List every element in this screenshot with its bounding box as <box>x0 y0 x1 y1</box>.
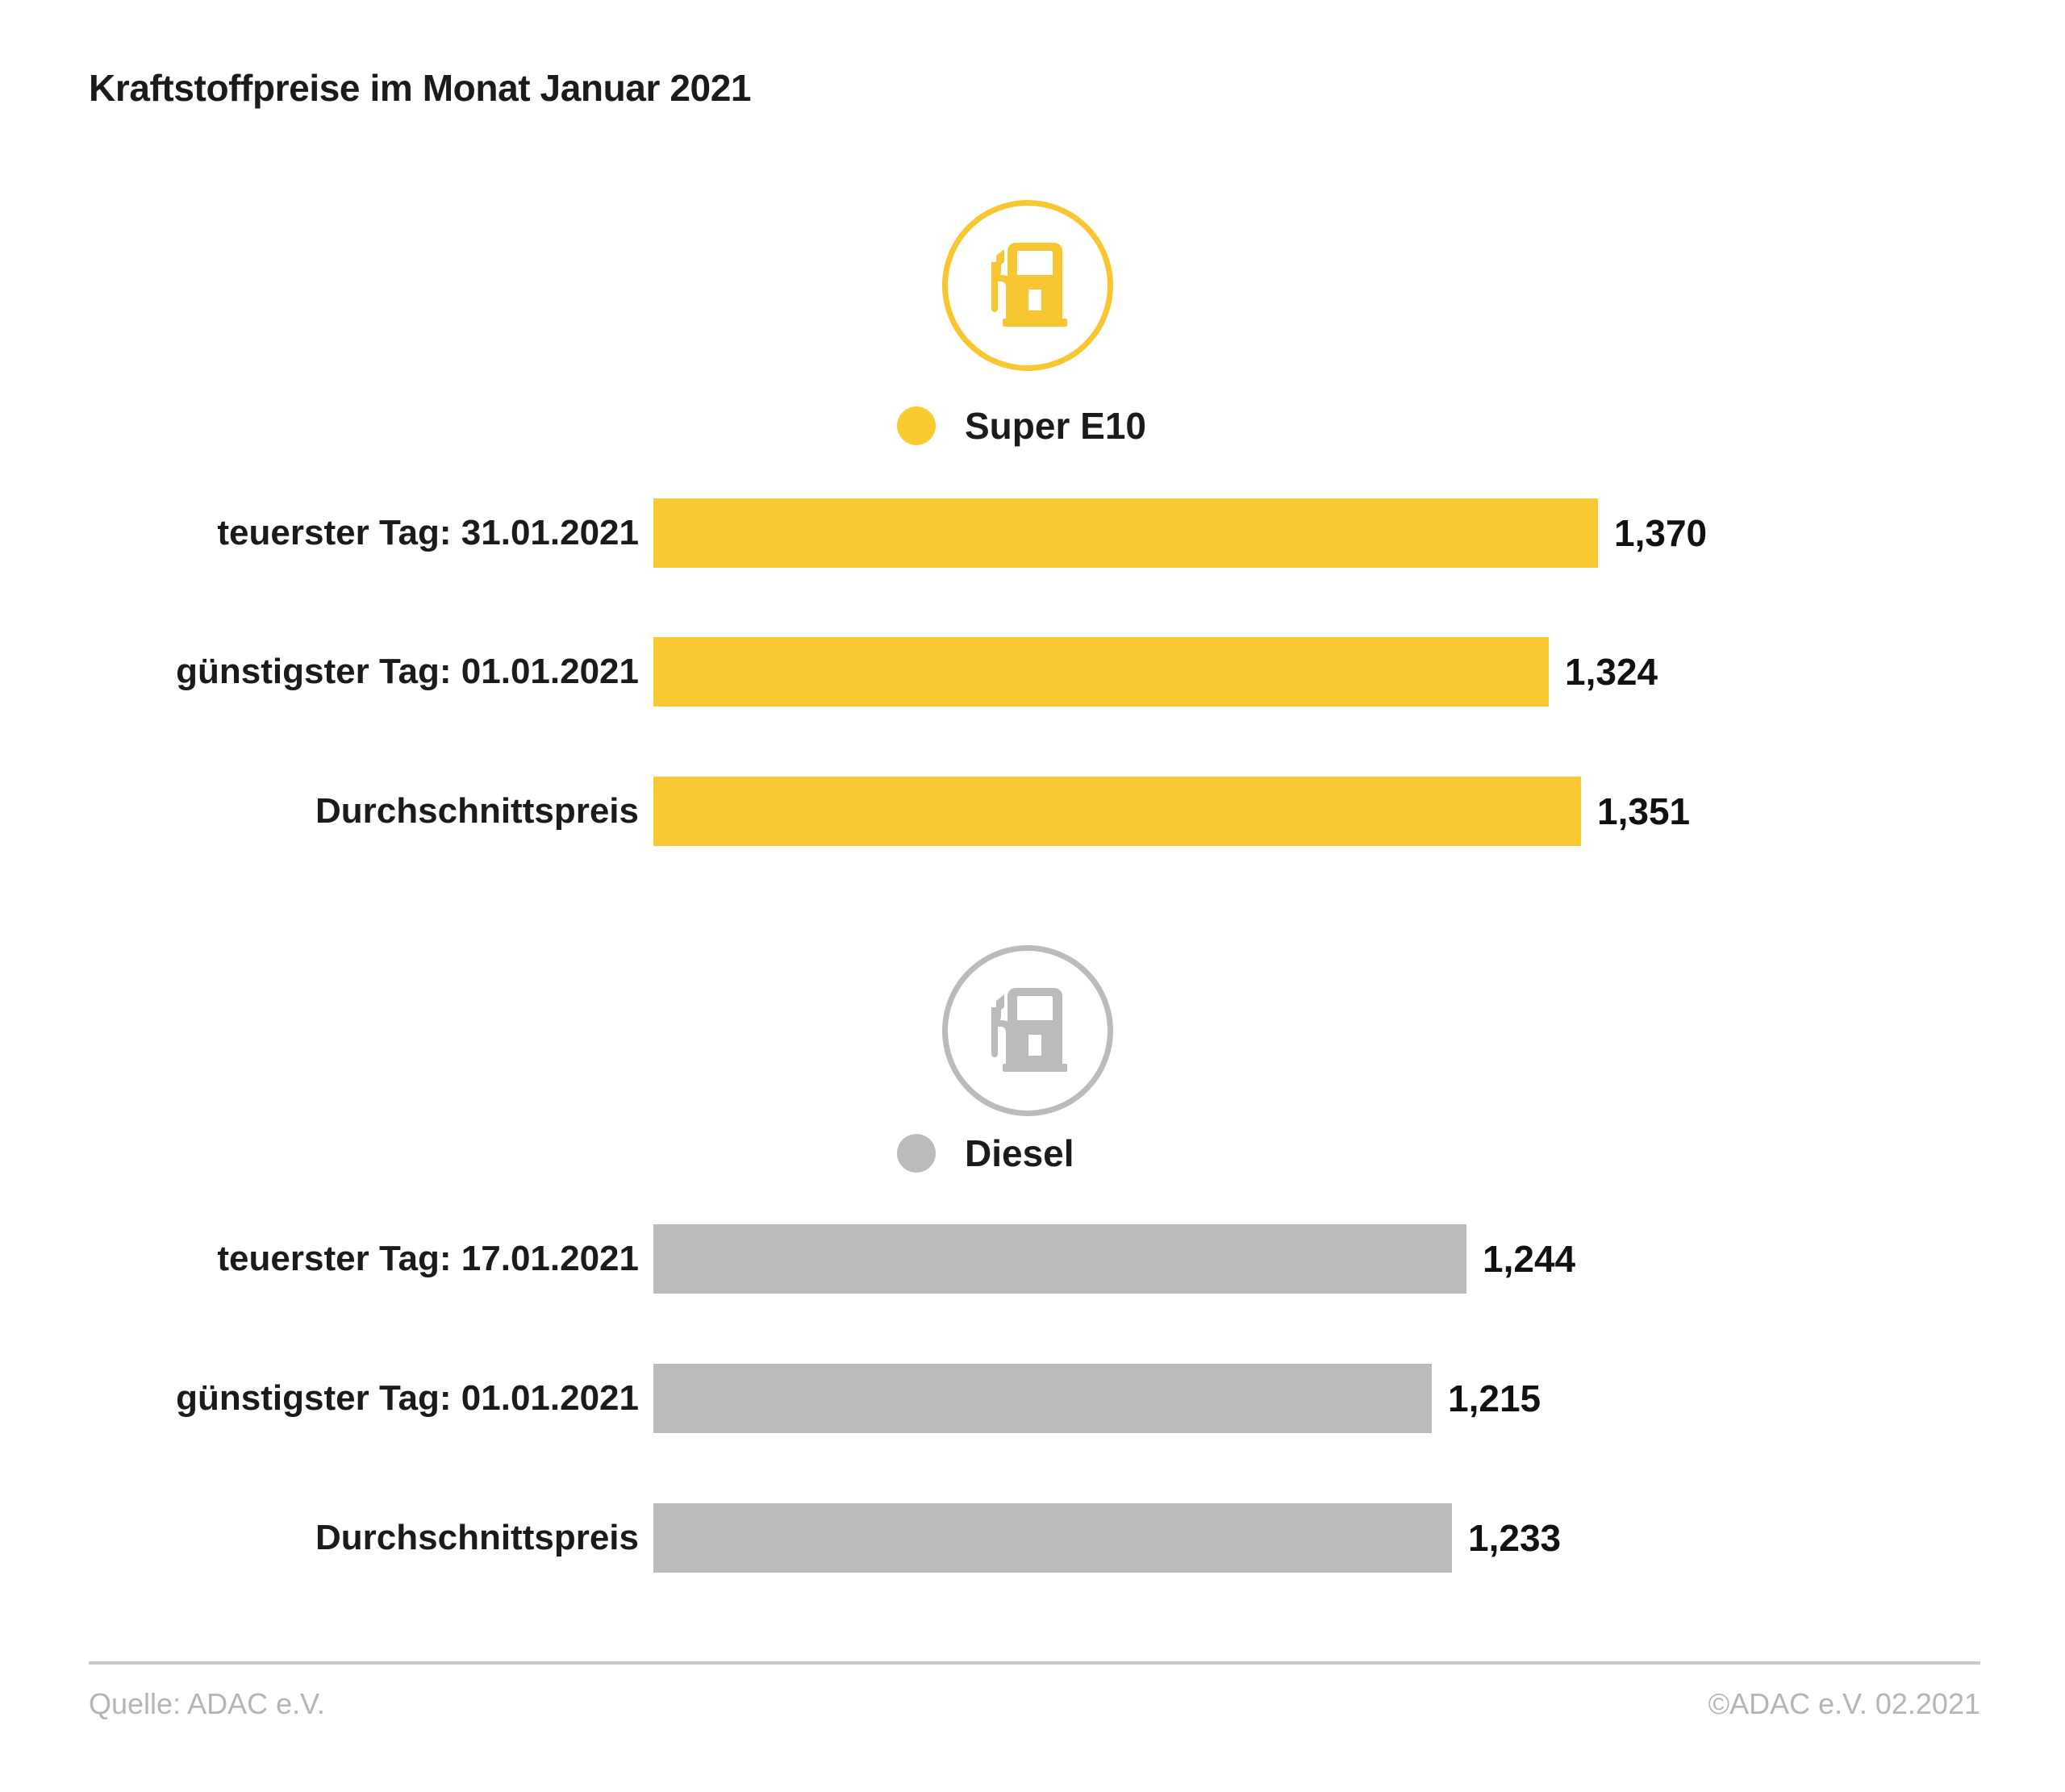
bar-label-diesel-guenstigster: günstigster Tag: 01.01.2021 <box>176 1378 639 1418</box>
fuel-pump-icon-circle-super <box>942 200 1113 371</box>
bar-label-super-teuerster: teuerster Tag: 31.01.2021 <box>217 513 639 552</box>
page-title: Kraftstoffpreise im Monat Januar 2021 <box>89 67 752 109</box>
bar-super-guenstigster <box>653 637 1549 706</box>
legend-label-diesel: Diesel <box>965 1132 1074 1174</box>
bar-label-diesel-teuerster: teuerster Tag: 17.01.2021 <box>217 1239 639 1278</box>
legend-diesel: Diesel <box>897 1134 1074 1173</box>
bar-label-super-guenstigster: günstigster Tag: 01.01.2021 <box>176 652 639 691</box>
bar-row-super-durchschnitt: Durchschnittspreis 1,351 <box>0 777 2065 846</box>
bar-value-diesel-durchschnitt: 1,233 <box>1468 1517 1562 1559</box>
fuel-pump-icon-circle-diesel <box>942 945 1113 1116</box>
footer-copyright: ©ADAC e.V. 02.2021 <box>1708 1687 1980 1720</box>
bar-value-super-durchschnitt: 1,351 <box>1597 790 1691 832</box>
bar-diesel-guenstigster <box>653 1364 1432 1433</box>
legend-label-super-e10: Super E10 <box>965 405 1146 447</box>
bar-diesel-teuerster <box>653 1224 1466 1294</box>
footer-source: Quelle: ADAC e.V. <box>89 1687 325 1720</box>
bar-label-super-durchschnitt: Durchschnittspreis <box>315 791 639 831</box>
legend-dot-diesel <box>897 1134 936 1173</box>
bar-row-diesel-teuerster: teuerster Tag: 17.01.2021 1,244 <box>0 1224 2065 1294</box>
bar-value-super-guenstigster: 1,324 <box>1565 651 1658 693</box>
fuel-pump-icon <box>991 243 1067 327</box>
legend-super-e10: Super E10 <box>897 406 1146 445</box>
bar-row-super-guenstigster: günstigster Tag: 01.01.2021 1,324 <box>0 637 2065 706</box>
bar-diesel-durchschnitt <box>653 1503 1452 1573</box>
legend-dot-super-e10 <box>897 406 936 445</box>
bar-row-diesel-durchschnitt: Durchschnittspreis 1,233 <box>0 1503 2065 1573</box>
bar-super-durchschnitt <box>653 777 1581 846</box>
bar-label-diesel-durchschnitt: Durchschnittspreis <box>315 1518 639 1557</box>
bar-row-diesel-guenstigster: günstigster Tag: 01.01.2021 1,215 <box>0 1364 2065 1433</box>
bar-value-diesel-guenstigster: 1,215 <box>1448 1377 1541 1419</box>
fuel-pump-icon <box>991 988 1067 1072</box>
bar-value-super-teuerster: 1,370 <box>1614 512 1708 554</box>
bar-value-diesel-teuerster: 1,244 <box>1483 1238 1576 1280</box>
bar-row-super-teuerster: teuerster Tag: 31.01.2021 1,370 <box>0 498 2065 568</box>
footer-divider <box>89 1661 1980 1665</box>
bar-super-teuerster <box>653 498 1598 568</box>
